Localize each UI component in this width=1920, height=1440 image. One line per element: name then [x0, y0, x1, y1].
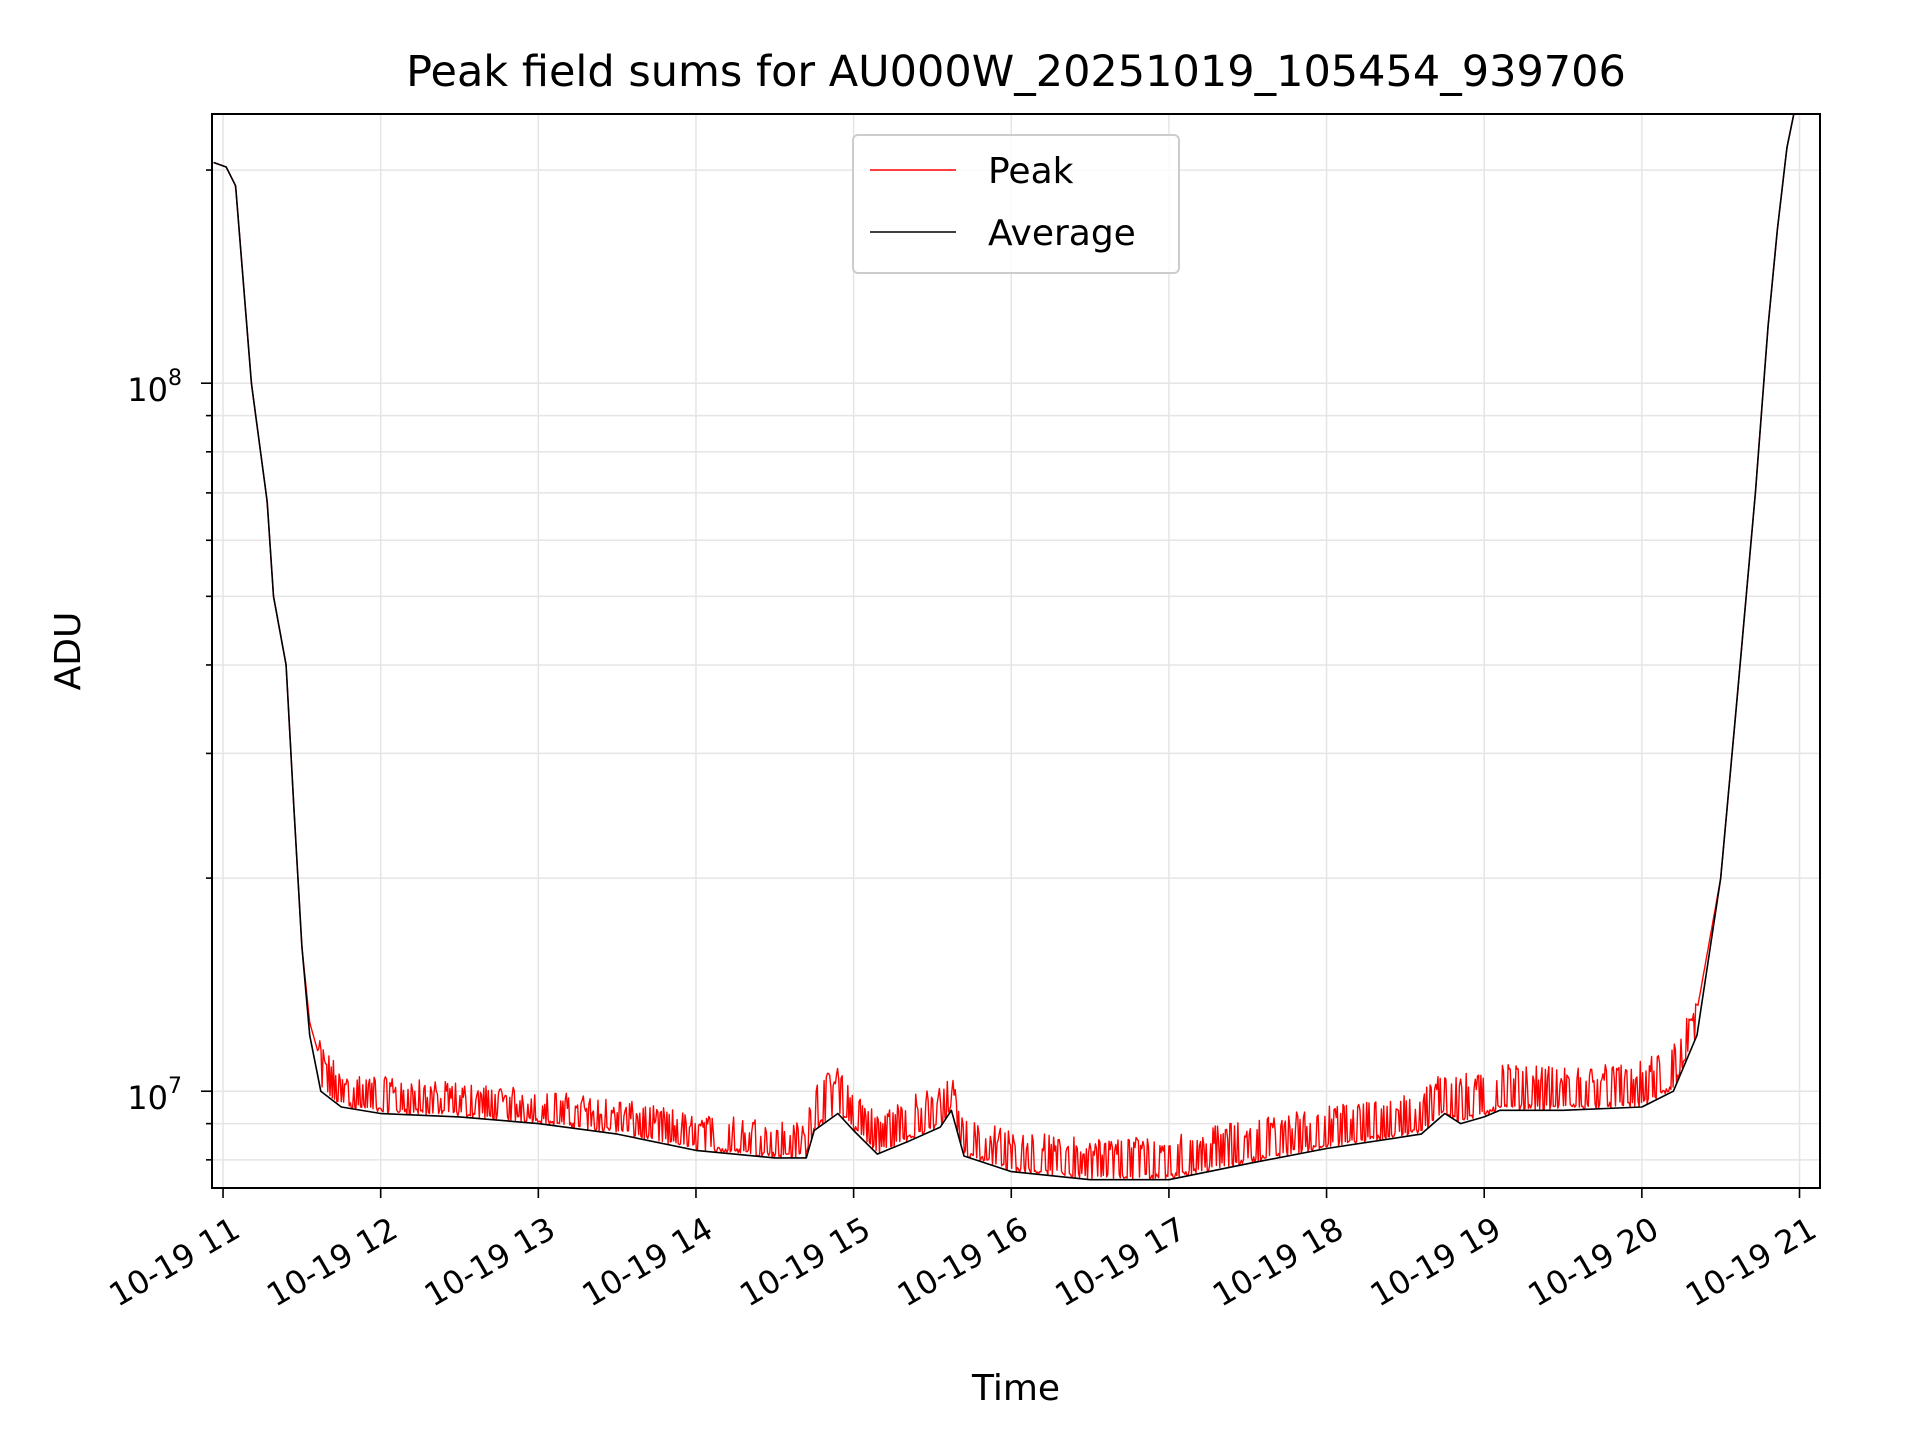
x-tick-label: 10-19 11	[103, 1209, 247, 1314]
grid	[212, 114, 1820, 1188]
plot-area	[213, 114, 1795, 1181]
x-tick-label: 10-19 12	[260, 1209, 404, 1314]
plot-frame	[211, 113, 1821, 1189]
x-tick-label: 10-19 17	[1049, 1209, 1193, 1314]
y-axis-label: ADU	[48, 612, 89, 691]
legend: Peak Average	[852, 134, 1180, 274]
legend-peak-label: Peak	[988, 151, 1074, 192]
series-line-peak	[213, 114, 1795, 1181]
series-line-average	[213, 114, 1795, 1181]
x-tick-label: 10-19 14	[576, 1209, 720, 1314]
x-tick-label: 10-19 21	[1679, 1209, 1823, 1314]
axis-ticks: 10-19 11 10-19 12 10-19 13 10-19 14 10-19 15…	[103, 169, 1823, 1314]
x-tick-label: 10-19 13	[418, 1209, 562, 1314]
x-axis-label: Time	[971, 1368, 1060, 1409]
legend-average-label: Average	[988, 213, 1136, 254]
x-tick-label: 10-19 19	[1364, 1209, 1508, 1314]
x-tick-label: 10-19 16	[891, 1209, 1035, 1314]
x-tick-label: 10-19 18	[1206, 1209, 1350, 1314]
x-tick-label: 10-19 20	[1521, 1209, 1665, 1314]
chart-title: Peak field sums for AU000W_20251019_1054…	[406, 47, 1626, 97]
x-tick-label: 10-19 15	[733, 1209, 877, 1314]
y-tick-label: 107	[127, 1074, 182, 1117]
y-tick-label: 108	[127, 366, 182, 409]
